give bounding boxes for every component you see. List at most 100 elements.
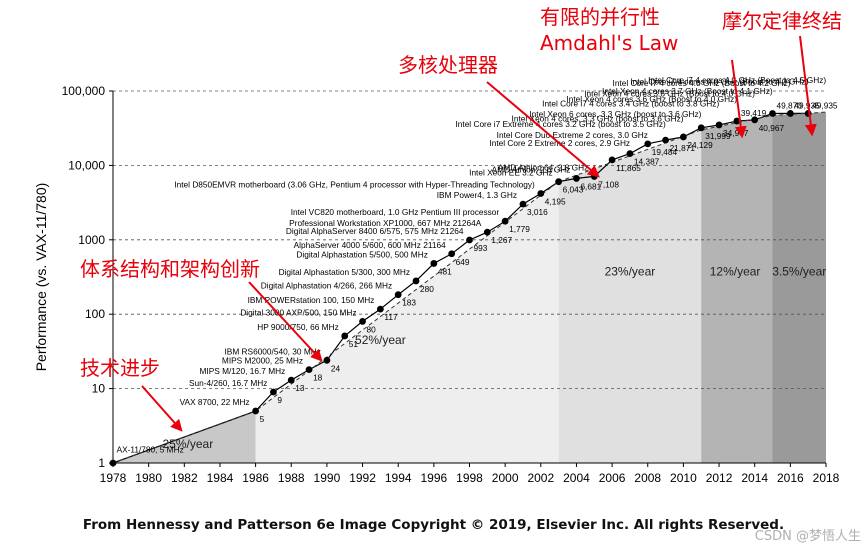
data-point-19 [573,175,580,182]
era-band-3 [701,115,773,464]
point-label-32: Intel Core i7 4 cores 4.2 GHz (Boost to … [648,75,826,85]
era-rate-label-4: 3.5%/year [772,265,826,279]
data-point-31 [786,110,794,117]
point-value-10: 280 [420,284,434,294]
figure-caption: From Hennessy and Patterson 6e Image Cop… [82,517,785,533]
point-label-31: Intel Core i7 4 cores 4.0 GHz (Boost to … [630,76,808,86]
point-label-12: AlphaServer 4000 5/600, 600 MHz 21164 [294,240,446,250]
y-tick-label-2: 100 [85,307,105,321]
point-label-9: Digital Alphastation 4/266, 266 MHz [261,281,392,291]
annotation-arrow-5 [141,385,183,432]
point-value-6: 51 [349,339,359,349]
point-label-14: Professional Workstation XP1000, 667 MHz… [289,218,482,228]
point-label-7: Digital 3000 AXP/500, 150 MHz [240,307,356,317]
data-point-27 [715,121,723,129]
point-value-5: 24 [331,363,341,373]
point-value-21: 11,865 [616,163,641,173]
point-label-6: HP 9000/750, 66 MHz [257,322,338,332]
x-tick-label-15: 2008 [634,471,661,485]
point-label-2: Sun-4/260, 16.7 MHz [189,378,267,388]
point-label-23: Intel Core i7 Extreme 4 cores 3.2 GHz (b… [455,119,666,129]
point-value-24: 21,871 [670,143,696,153]
point-value-2: 9 [277,395,282,405]
x-tick-label-19: 2016 [777,471,804,485]
data-point-17 [537,190,545,197]
point-value-19: 6,681 [580,181,601,191]
point-value-1: 5 [260,414,265,424]
data-point-26 [697,124,705,132]
annotation-arrow-2 [799,35,817,137]
point-value-31: 49,935 [794,100,820,110]
data-point-10 [412,277,420,285]
point-value-13: 993 [474,243,488,253]
data-point-28 [733,117,741,125]
x-tick-label-14: 2006 [599,471,626,485]
point-label-30: Intel Core i7 4 cores 4.0 GHz (Boost to … [613,78,791,88]
era-rate-label-0: 25%/year [163,437,214,451]
point-label-24: Intel Xeon 4 cores, 3.3 GHz (boost to 3.… [512,114,684,124]
data-point-30 [769,110,776,117]
point-value-22: 14,387 [634,157,660,167]
point-label-5: IBM RS6000/540, 30 MHz [225,346,321,356]
point-value-32: 49,935 [812,100,838,110]
era-band-2 [558,129,702,463]
point-value-29: 40,967 [759,123,785,133]
point-label-8: IBM POWERstation 100, 150 MHz [248,295,375,305]
data-point-11 [430,260,438,267]
point-value-16: 3,016 [527,207,548,217]
annotation-3: 多核处理器 [398,53,498,77]
annotation-2: 摩尔定律终结 [722,9,842,33]
data-point-14 [483,228,491,236]
point-label-27: Intel Xeon 4 cores 3.6 GHz (Boost to 4.0… [566,94,737,104]
point-label-19: AMD Athlon, 2.6 GHz [492,164,571,174]
era-band-4 [772,112,826,463]
point-label-20: AMD Athlon 64, 2.8 GHz [498,162,588,172]
growth-trend-line [112,111,827,464]
data-point-1 [252,407,259,415]
era-band-1 [255,181,559,463]
watermark: CSDN @梦悟人生 [754,529,861,544]
point-label-15: Intel VC820 motherboard, 1.0 GHz Pentium… [291,207,500,217]
data-point-7 [359,318,366,325]
annotation-arrow-3 [486,81,600,178]
annotation-1: Amdahl's Law [540,31,678,55]
x-tick-label-8: 1994 [385,471,412,485]
point-label-26: Intel Core i7 4 cores 3.4 GHz (boost to … [542,98,719,108]
x-tick-label-1: 1980 [135,471,162,485]
x-tick-label-9: 1996 [420,471,447,485]
era-rate-label-3: 12%/year [710,265,761,279]
x-tick-label-0: 1978 [100,471,127,485]
point-value-12: 649 [456,257,470,267]
annotation-5: 技术进步 [80,356,160,380]
point-value-11: 481 [438,266,452,276]
data-point-0 [109,459,117,467]
data-point-4 [305,366,313,374]
y-tick-label-3: 1000 [78,233,105,247]
data-point-2 [270,388,277,396]
point-value-7: 80 [367,324,377,334]
y-tick-label-4: 10,000 [68,158,105,172]
axes: 1 10 100 1000 10,000 100,000 1978 1980 1982 1984 1… [33,84,840,485]
data-point-3 [287,376,295,384]
point-value-8: 117 [384,312,398,322]
x-tick-label-13: 2004 [563,471,590,485]
point-value-17: 4,195 [545,196,566,206]
point-value-18: 6,043 [563,185,584,195]
data-point-23 [644,140,652,148]
y-tick-label-5: 100,000 [62,84,106,98]
data-point-15 [501,217,509,225]
x-tick-label-6: 1990 [314,471,341,485]
x-tick-label-12: 2002 [527,471,554,485]
point-value-3: 13 [295,383,305,393]
annotation-arrow-4 [248,281,323,362]
data-points [109,110,812,467]
x-tick-label-5: 1988 [278,471,305,485]
data-point-25 [680,133,687,141]
annotation-4: 体系结构和架构创新 [80,257,260,281]
point-value-30: 49,870 [777,100,803,110]
point-value-26: 31,999 [705,131,731,141]
point-value-9: 183 [402,298,416,308]
point-value-15: 1,779 [509,224,530,234]
